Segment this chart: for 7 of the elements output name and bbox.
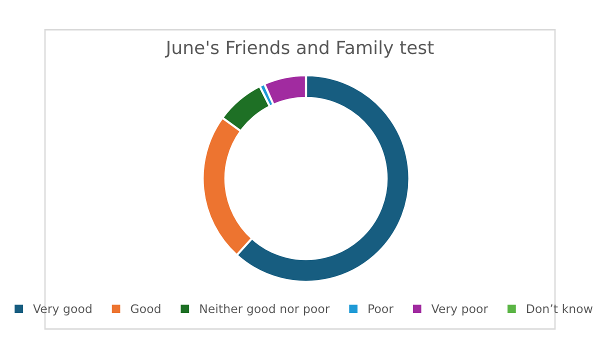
legend-label: Good (130, 304, 160, 314)
legend-label: Very good (33, 304, 92, 316)
legend-label: Very poor (431, 304, 488, 316)
legend-label: Poor (368, 304, 394, 314)
legend-label: Don’t know (527, 304, 592, 314)
legend-label: Neither good nor poor (200, 304, 330, 316)
chart-title: June's Friends and Family test (164, 40, 434, 58)
